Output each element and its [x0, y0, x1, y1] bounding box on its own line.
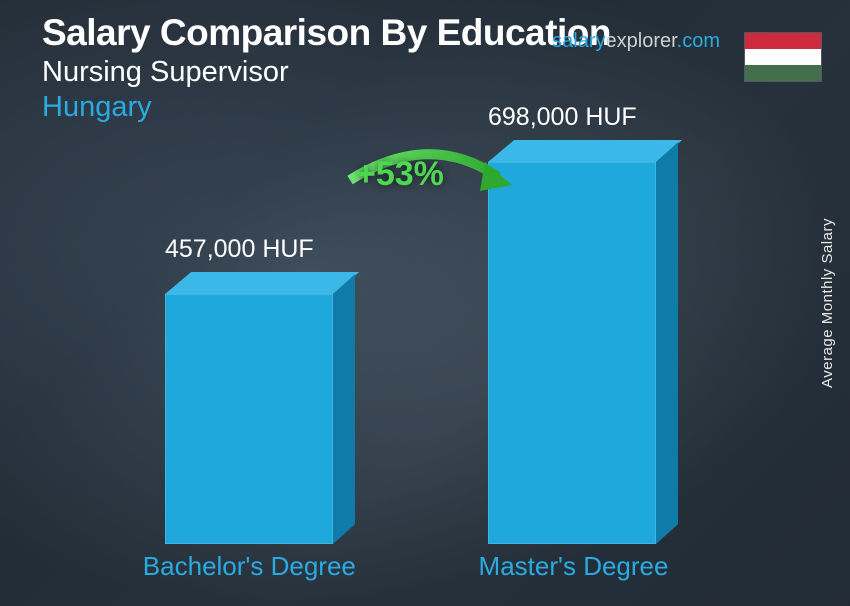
brand-part3: .com [677, 30, 720, 52]
increase-percent: +53% [356, 155, 444, 194]
yaxis-label: Average Monthly Salary [819, 218, 836, 388]
bar-front-face [165, 294, 333, 544]
country-label: Hungary [42, 91, 611, 124]
bar-bachelors: 457,000 HUF Bachelor's Degree [165, 272, 355, 544]
bar-category-label: Master's Degree [479, 551, 669, 582]
page-title: Salary Comparison By Education [42, 12, 611, 54]
job-subtitle: Nursing Supervisor [42, 56, 611, 89]
bar-top-face [165, 272, 359, 294]
brand-part1: salary [552, 30, 605, 52]
increase-arrow-icon [330, 135, 530, 255]
country-flag [744, 32, 822, 82]
flag-stripe-3 [745, 65, 821, 81]
increase-badge: +53% [356, 155, 444, 194]
bar-value-label: 457,000 HUF [165, 235, 314, 264]
bar-side-face [333, 274, 355, 544]
header: Salary Comparison By Education Nursing S… [42, 12, 611, 124]
flag-stripe-1 [745, 33, 821, 49]
brand-logo: salaryexplorer.com [552, 30, 720, 53]
brand-part2: explorer [606, 30, 677, 52]
bar-category-label: Bachelor's Degree [143, 551, 356, 582]
flag-stripe-2 [745, 49, 821, 65]
bar-side-face [656, 142, 678, 544]
